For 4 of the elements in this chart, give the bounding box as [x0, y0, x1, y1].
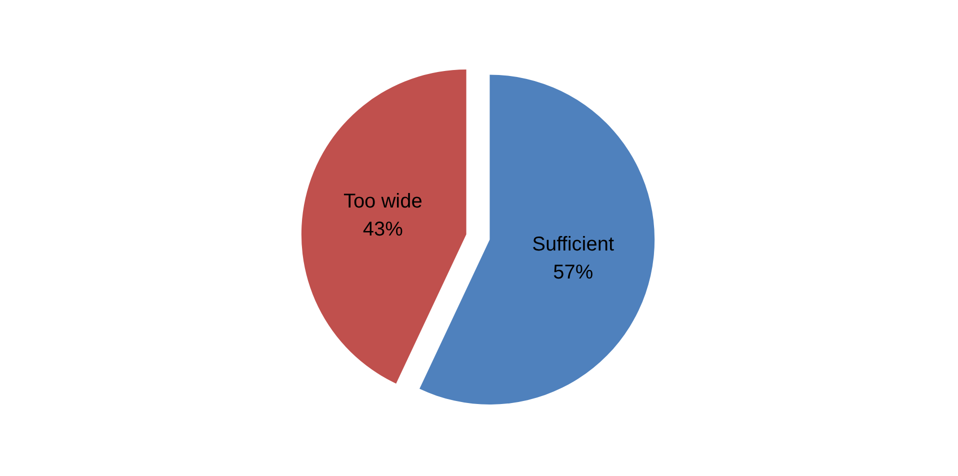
data-label: 43%	[362, 218, 404, 241]
slice-label: Sufficient	[532, 233, 614, 256]
data-label: 57%	[553, 261, 594, 284]
slice-label: Too wide	[343, 190, 422, 213]
